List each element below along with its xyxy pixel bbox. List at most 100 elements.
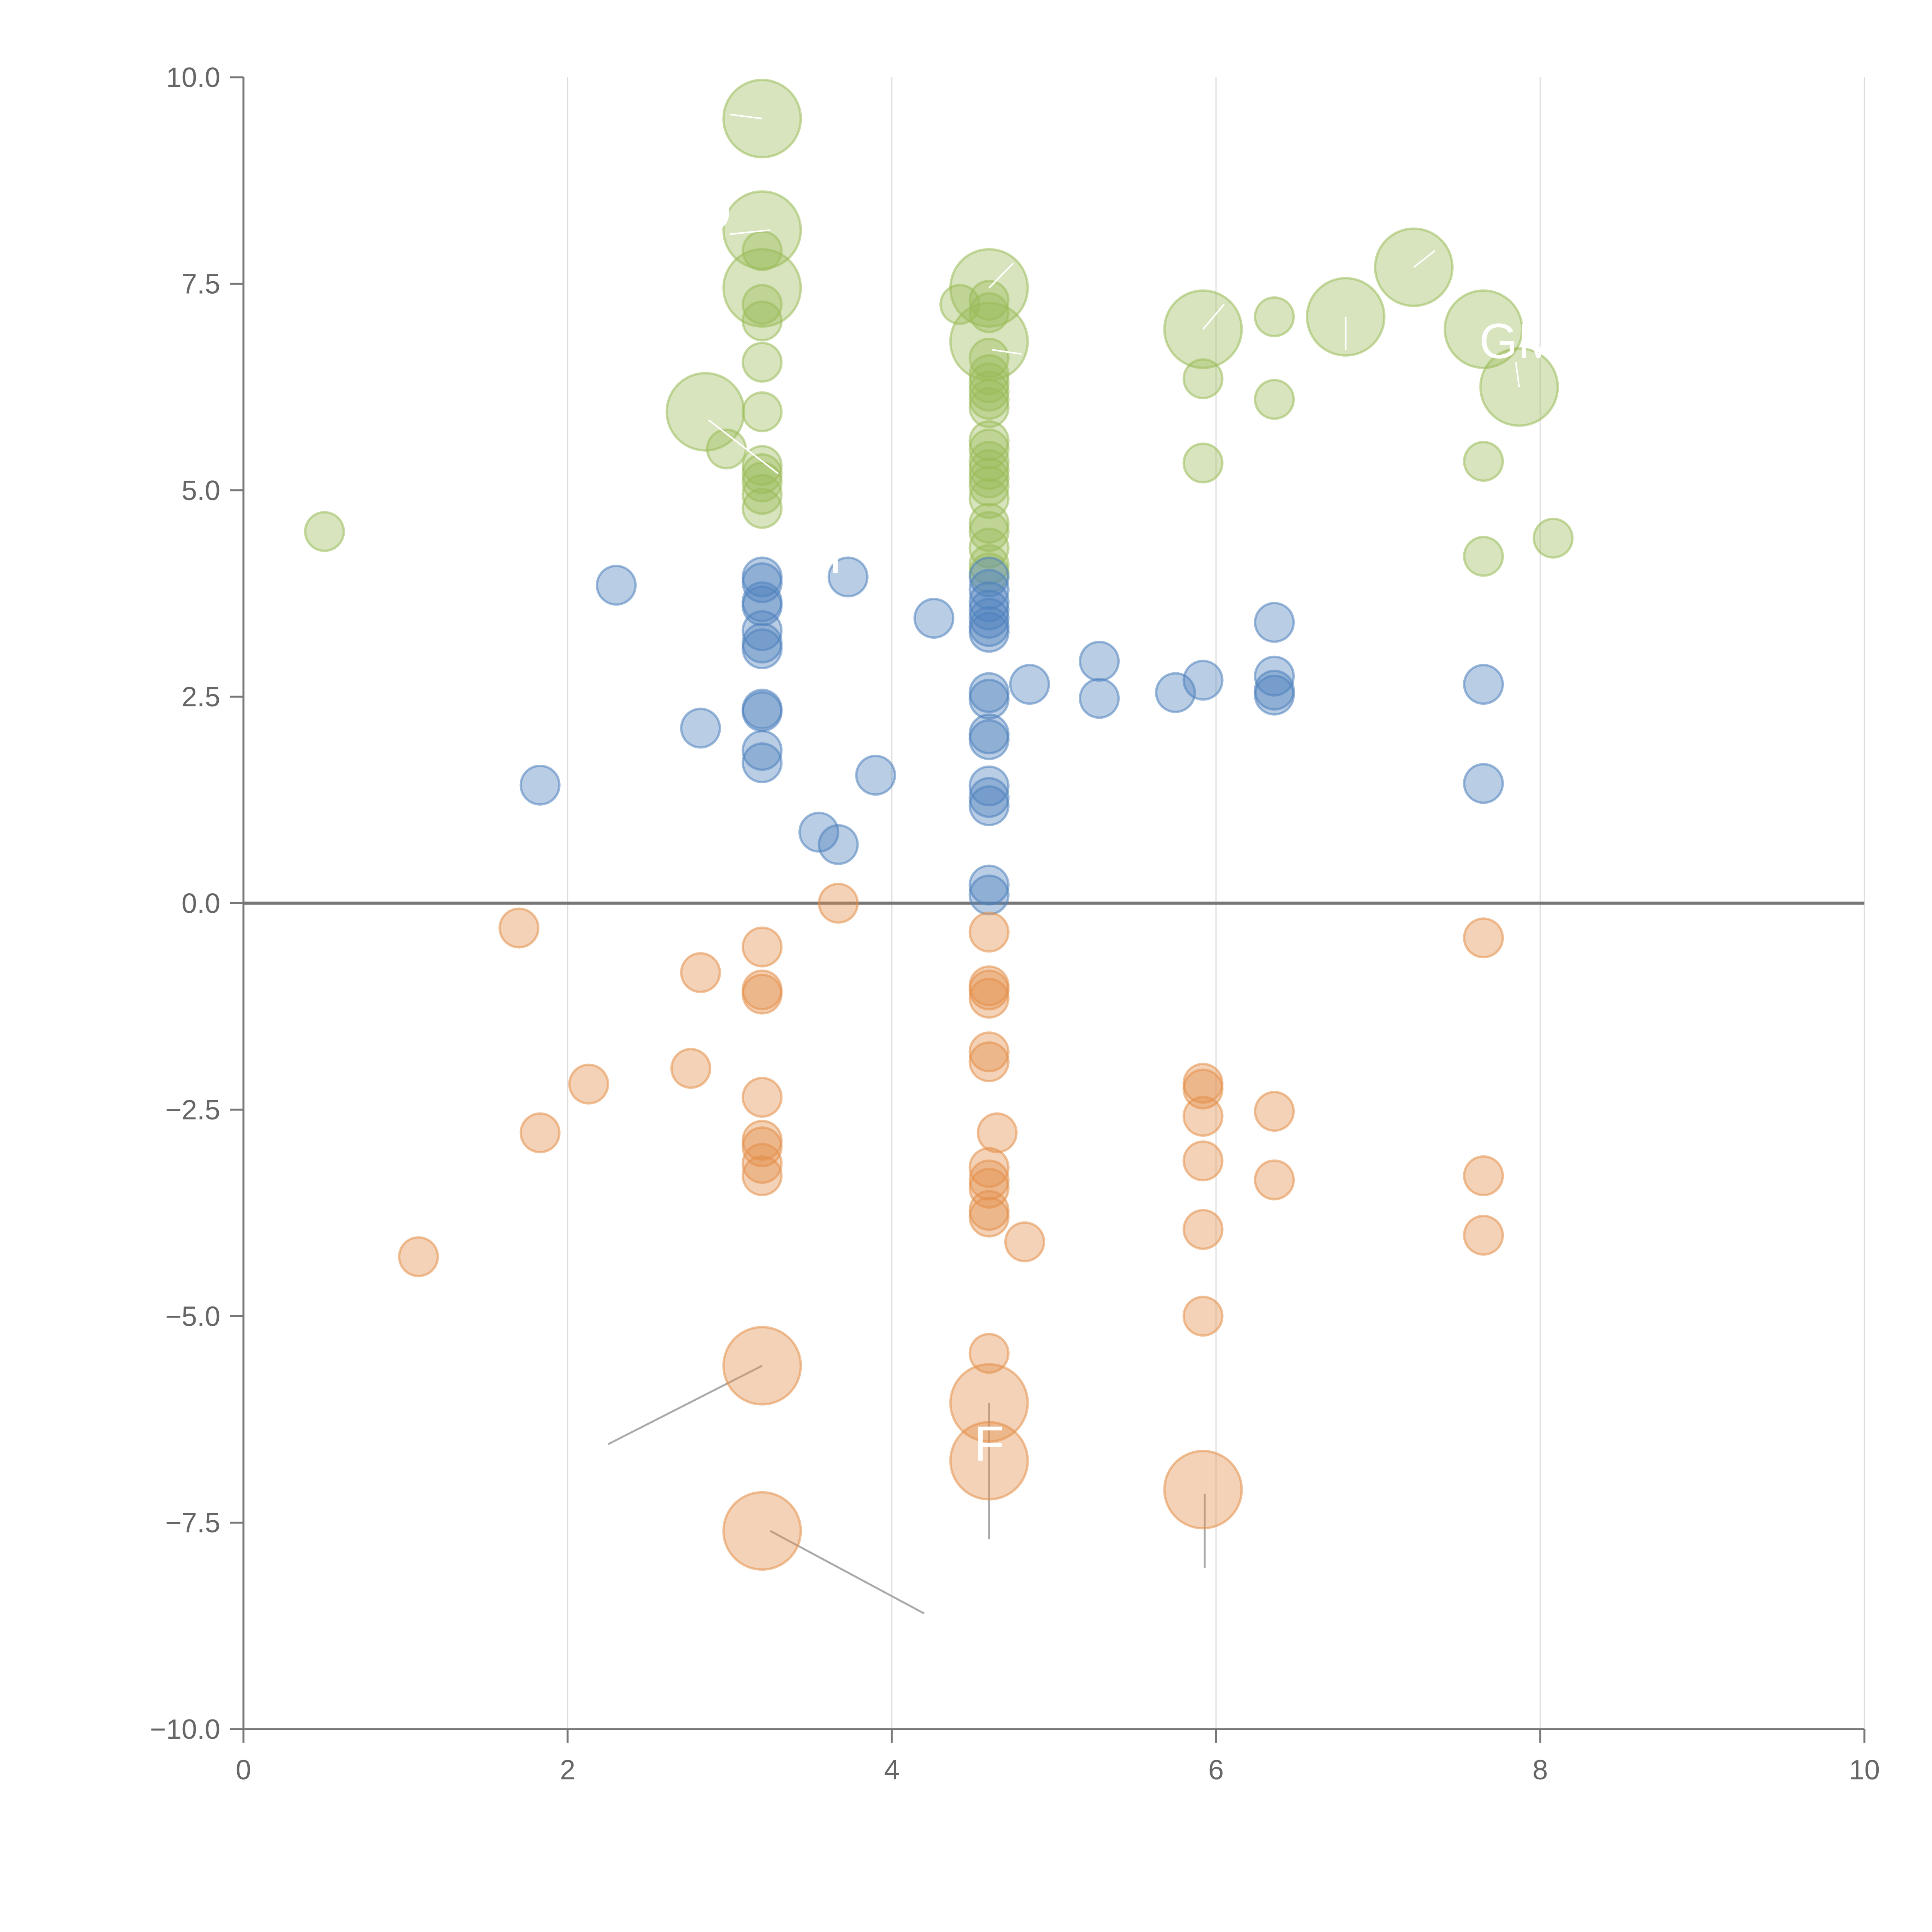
data-point-negative — [976, 1112, 1018, 1153]
data-point-positive_high — [742, 284, 783, 325]
y-tick-label: −5.0 — [165, 1301, 220, 1332]
data-point-positive_low — [968, 612, 1010, 653]
data-point-positive_high — [1182, 358, 1224, 400]
y-axis-ticks: 10.0 7.5 5.0 2.5 0.0 −2.5 −5.0 −7.5 −10.0 — [150, 62, 243, 1745]
data-point-negative — [1182, 1095, 1224, 1137]
data-point-negative — [1182, 1140, 1224, 1182]
data-point-positive_high — [968, 337, 1010, 379]
data-point-positive_high — [968, 527, 1010, 569]
y-tick-label: 0.0 — [182, 888, 220, 919]
data-points — [304, 78, 1574, 1571]
white-leader-line — [992, 349, 1022, 355]
data-point-negative — [519, 1112, 561, 1153]
white-leader-line — [1515, 362, 1520, 387]
data-point-negative — [722, 1326, 802, 1406]
data-point-positive_low — [742, 742, 783, 784]
data-point-negative — [398, 1236, 439, 1277]
data-point-negative — [742, 1126, 783, 1168]
data-point-negative — [1182, 1296, 1224, 1337]
y-tick-label: −2.5 — [165, 1095, 220, 1126]
white-leader-line — [708, 419, 779, 474]
data-point-negative — [568, 1063, 609, 1105]
data-point-positive_low — [1078, 678, 1120, 719]
leader-line — [607, 1365, 763, 1445]
data-point-negative — [742, 1143, 783, 1184]
data-point-negative — [968, 1333, 1010, 1374]
data-point-positive_low — [798, 811, 840, 853]
leader-lines — [607, 1365, 1206, 1614]
data-point-negative — [968, 1031, 1010, 1073]
data-point-negative — [1463, 917, 1504, 959]
data-point-negative — [680, 952, 721, 993]
x-tick-label: 2 — [560, 1755, 575, 1786]
y-tick-label: 5.0 — [182, 475, 220, 506]
white-leader-lines — [708, 114, 1520, 474]
data-point-positive_high — [968, 511, 1010, 552]
data-point-positive_low — [855, 755, 896, 796]
data-point-positive_low — [1254, 602, 1295, 643]
data-point-positive_low — [968, 569, 1010, 610]
data-point-positive_high — [968, 478, 1010, 519]
y-tick-label: −10.0 — [150, 1714, 220, 1745]
data-point-positive_low — [968, 864, 1010, 906]
x-tick-label: 10 — [1849, 1755, 1880, 1786]
data-point-positive_high — [742, 300, 783, 342]
data-point-positive_low — [968, 679, 1010, 720]
data-point-positive_low — [742, 691, 783, 732]
data-point-positive_low — [742, 730, 783, 771]
data-point-negative — [818, 883, 859, 924]
data-point-positive_high — [1532, 517, 1574, 559]
data-point-negative — [968, 1147, 1010, 1188]
data-point-positive_high — [968, 292, 1010, 333]
point-labels: GM F AI D — [696, 185, 1559, 1471]
data-point-positive_high — [304, 511, 345, 552]
data-point-negative — [722, 1491, 802, 1571]
data-point-positive_high — [1182, 442, 1224, 484]
data-point-negative — [968, 1196, 1010, 1238]
point-label: AI — [796, 529, 842, 584]
x-tick-label: 6 — [1208, 1755, 1224, 1786]
data-point-negative — [968, 1041, 1010, 1082]
data-point-negative — [742, 973, 783, 1015]
data-point-positive_low — [1254, 674, 1295, 716]
data-point-negative — [742, 926, 783, 968]
data-point-positive_low — [968, 874, 1010, 916]
point-label: D — [696, 185, 731, 241]
data-point-positive_high — [1254, 296, 1295, 337]
data-point-positive_high — [968, 428, 1010, 469]
data-point-positive_high — [742, 488, 783, 529]
white-leader-line — [1202, 304, 1225, 330]
x-tick-label: 0 — [236, 1755, 251, 1786]
data-point-positive_low — [1182, 660, 1224, 701]
data-point-negative — [968, 1167, 1010, 1209]
data-point-positive_high — [742, 391, 783, 432]
white-leader-line — [988, 262, 1014, 289]
point-label: GM — [1479, 314, 1559, 369]
data-point-positive_high — [742, 342, 783, 383]
data-point-negative — [498, 907, 540, 949]
y-tick-label: −7.5 — [165, 1508, 220, 1539]
leader-line — [770, 1530, 925, 1614]
data-point-negative — [949, 1363, 1029, 1443]
data-point-positive_low — [680, 707, 721, 749]
data-point-positive_low — [1078, 641, 1120, 682]
data-point-positive_low — [968, 556, 1010, 598]
data-point-positive_low — [827, 556, 869, 598]
data-point-positive_low — [968, 785, 1010, 827]
data-point-positive_high — [1463, 440, 1504, 482]
data-point-positive_low — [1009, 664, 1050, 705]
data-point-positive_high — [968, 466, 1010, 507]
data-point-negative — [949, 1421, 1029, 1501]
x-tick-label: 8 — [1532, 1755, 1548, 1786]
data-point-negative — [1004, 1221, 1045, 1262]
data-point-positive_low — [519, 764, 561, 806]
x-axis-ticks: 0 2 4 6 8 10 — [236, 1729, 1880, 1786]
white-leader-line — [730, 114, 762, 119]
data-point-positive_high — [968, 387, 1010, 428]
data-point-positive_high — [742, 230, 783, 271]
data-point-negative — [1182, 1209, 1224, 1250]
white-leader-line — [1413, 250, 1435, 268]
y-tick-label: 7.5 — [182, 269, 220, 299]
data-point-positive_low — [742, 628, 783, 670]
